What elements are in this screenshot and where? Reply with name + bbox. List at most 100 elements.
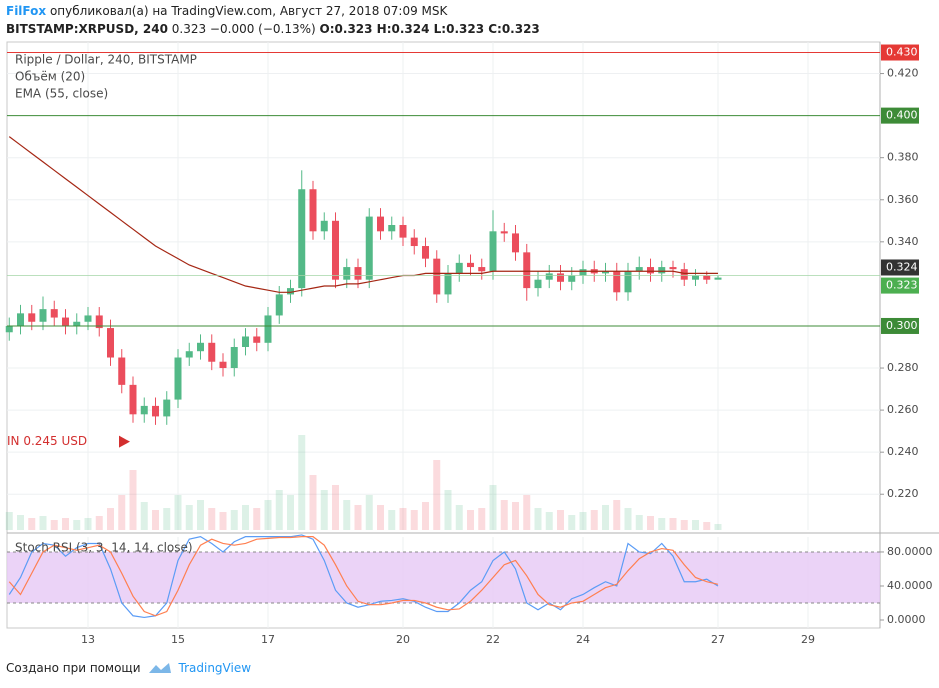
candle-body (219, 361, 227, 369)
candle-body (602, 271, 609, 274)
candle-body (433, 258, 441, 295)
candle-body (523, 252, 531, 289)
volume-bar (365, 495, 373, 530)
level-label: 0.430 (886, 46, 918, 59)
volume-bar (332, 485, 339, 530)
candle-body (557, 273, 564, 282)
candle-body (613, 271, 621, 293)
quote-line: BITSTAMP:XRPUSD, 240 0.323 −0.000 (−0.13… (6, 22, 540, 36)
y-tick-label: 0.220 (887, 487, 919, 500)
x-tick-label: 27 (711, 633, 725, 646)
candle-body (129, 384, 137, 415)
volume-bar (658, 518, 666, 530)
volume-bar (680, 520, 688, 530)
candle-body (692, 275, 699, 280)
volume-bar (489, 485, 497, 530)
volume-bar (275, 490, 283, 530)
volume-bar (568, 515, 576, 530)
volume-bar (185, 505, 193, 530)
candle-body (703, 275, 711, 280)
volume-label: Объём (20) (15, 70, 85, 84)
volume-bar (714, 524, 722, 530)
volume-bar (174, 495, 182, 530)
candle-body (422, 246, 429, 259)
volume-bar (242, 505, 249, 530)
y-tick-label: 0.380 (887, 151, 919, 164)
candle-body (332, 220, 339, 280)
candle-body (624, 271, 632, 293)
volume-bar (152, 510, 159, 530)
author[interactable]: FilFox (6, 4, 47, 18)
y-tick-label: 0.360 (887, 193, 919, 206)
volume-bar (669, 518, 677, 530)
volume-bar (50, 520, 58, 530)
price-label: 0.324 (886, 260, 918, 273)
volume-bar (309, 475, 317, 530)
volume-bar (39, 516, 47, 530)
candle-body (174, 357, 182, 400)
candle-body (84, 315, 92, 322)
volume-bar (455, 505, 463, 530)
volume-bar (140, 502, 148, 530)
x-tick-label: 17 (261, 633, 275, 646)
volume-bar (377, 505, 384, 530)
volume-bar (388, 510, 396, 530)
candle-body (669, 267, 677, 270)
chart: 13 15 17 20 22 24 27 29 0.220 0.240 0.260 0.280 0.34… (5, 41, 939, 646)
candle-body (478, 267, 486, 272)
candle-body (680, 269, 688, 280)
volume-bar (129, 470, 137, 530)
candle-body (410, 237, 418, 247)
candle-body (568, 275, 576, 282)
volume-bar (523, 495, 531, 530)
volume-bar (343, 500, 351, 530)
y-tick-label: 0.260 (887, 403, 919, 416)
volume-bar (444, 490, 452, 530)
volume-bar (253, 508, 261, 530)
volume-bar (399, 508, 407, 530)
volume-bar (73, 520, 81, 530)
footer-brand[interactable]: TradingView (178, 661, 252, 675)
volume-bar (163, 508, 171, 530)
logo (148, 663, 171, 673)
level-box (881, 107, 919, 124)
volume-bar (703, 522, 711, 530)
rsi-tick-label: 0.0000 (887, 613, 926, 626)
volume-bar (545, 512, 553, 530)
volume-bar (422, 502, 429, 530)
volume-bar (590, 510, 598, 530)
volume-bar (264, 500, 272, 530)
symbol: BITSTAMP:XRPUSD, 240 (6, 22, 168, 36)
volume-bar (84, 518, 92, 530)
x-tick-label: 15 (171, 633, 185, 646)
volume-bar (410, 510, 418, 530)
volume-bar (287, 495, 294, 530)
price-label: 0.323 (886, 279, 918, 292)
candle-body (545, 273, 553, 280)
candle-body (399, 225, 407, 238)
y-tick-label: 0.240 (887, 445, 919, 458)
candle-body (197, 342, 204, 352)
candle-body (253, 336, 261, 343)
level-box (881, 44, 919, 61)
x-tick-label: 29 (801, 633, 815, 646)
candle-body (467, 262, 474, 268)
volume-bar (107, 508, 114, 530)
candle-body (500, 231, 508, 234)
footer-text: Создано при помощи (6, 661, 141, 675)
level-box (881, 317, 919, 334)
volume-bar (208, 508, 216, 530)
candle-body (185, 351, 193, 358)
published: опубликовал(а) на TradingView.com, Авгус… (49, 4, 448, 18)
rsi-title: Stoch RSI (3, 3, 14, 14, close) (15, 541, 193, 555)
candle-body (152, 405, 159, 417)
volume-bar (433, 460, 441, 530)
price-box (881, 277, 919, 294)
x-tick-label: 20 (396, 633, 410, 646)
volume-bar (647, 516, 654, 530)
volume-bar (197, 500, 204, 530)
header-line: FilFox опубликовал(а) на TradingView.com… (6, 4, 447, 18)
candle-body (287, 288, 294, 295)
volume-bar (467, 510, 474, 530)
